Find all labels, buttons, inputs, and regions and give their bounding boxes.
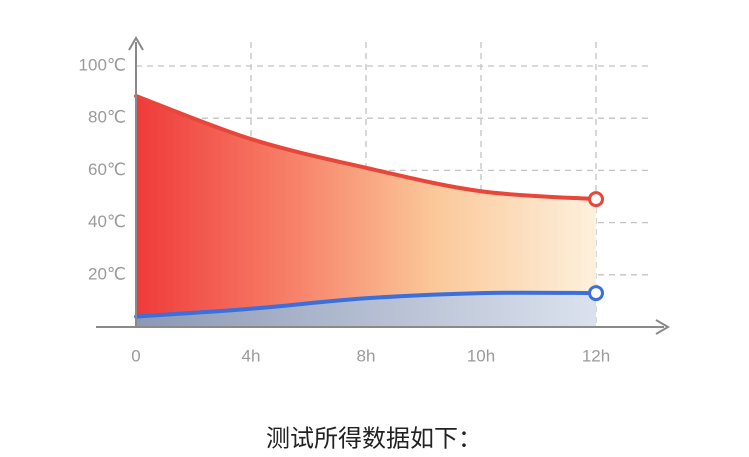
areas xyxy=(136,96,596,327)
y-axis-arrow xyxy=(128,36,144,51)
x-axis-arrow xyxy=(655,319,670,335)
x-tick-label: 0 xyxy=(131,346,140,365)
y-tick-label: 40℃ xyxy=(88,212,126,231)
line xyxy=(134,94,598,202)
y-tick-label: 80℃ xyxy=(88,108,126,127)
x-tick-label: 10h xyxy=(467,346,495,365)
area-upper xyxy=(136,96,596,317)
caption: 测试所得数据如下： xyxy=(266,425,482,452)
line xyxy=(134,290,598,319)
x-tick-label: 4h xyxy=(242,346,261,365)
y-tick-label: 20℃ xyxy=(88,264,126,283)
y-tick-label: 100℃ xyxy=(79,55,126,74)
x-tick-label: 8h xyxy=(357,346,376,365)
y-tick-label: 60℃ xyxy=(88,160,126,179)
lines xyxy=(134,94,604,319)
end-marker xyxy=(588,191,604,208)
end-marker xyxy=(588,285,604,302)
area-lower xyxy=(136,292,596,327)
x-tick-label: 12h xyxy=(582,346,610,365)
